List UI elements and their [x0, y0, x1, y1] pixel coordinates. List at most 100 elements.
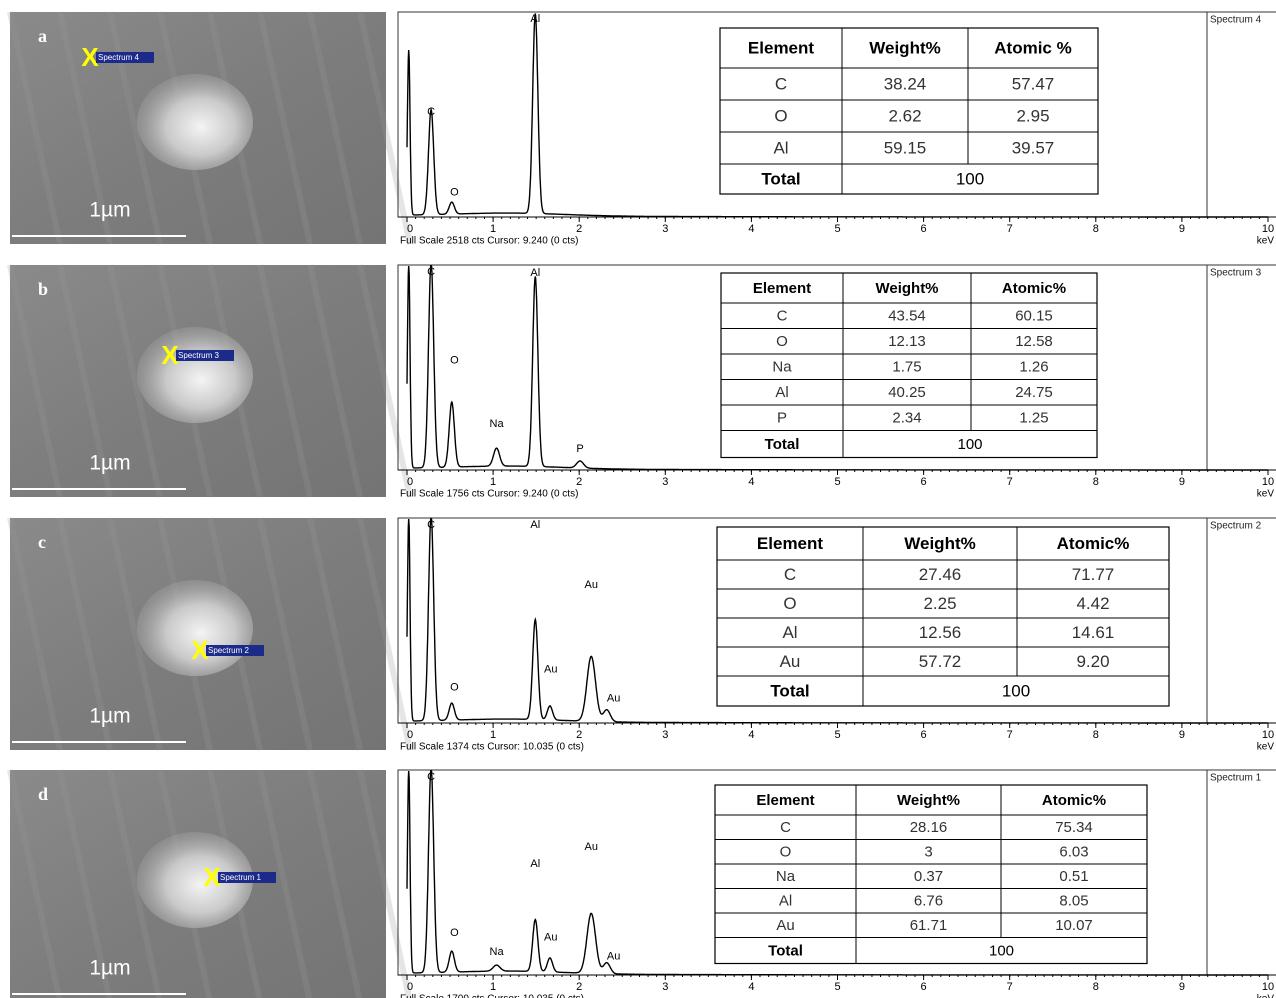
panel-label: a	[38, 26, 47, 46]
x-tick-label: 6	[921, 476, 927, 488]
table-header: Atomic%	[1002, 280, 1066, 297]
table-cell: 1.26	[1019, 359, 1048, 376]
scale-bar-label: 1µm	[89, 705, 130, 728]
panel-label: b	[38, 279, 48, 299]
table-total-label: Total	[770, 681, 809, 700]
table-header: Atomic %	[994, 38, 1071, 57]
table-cell: 57.72	[919, 652, 962, 671]
sem-streak	[107, 264, 163, 498]
x-tick-label: 6	[921, 223, 927, 235]
table-total-value: 100	[1002, 681, 1030, 700]
table-cell: 39.57	[1012, 138, 1055, 157]
table-cell: 75.34	[1055, 819, 1093, 836]
table-cell: 2.62	[888, 106, 921, 125]
sem-streak	[57, 517, 113, 751]
table-cell: 8.05	[1059, 893, 1088, 910]
peak-label: Na	[490, 418, 505, 430]
peak-label: C	[427, 106, 435, 118]
sem-streak	[7, 11, 63, 245]
particle	[137, 74, 253, 170]
sem-streak	[107, 11, 163, 245]
sem-streak	[307, 11, 363, 245]
x-tick-label: 2	[576, 729, 582, 741]
spectrum-title: Spectrum 3	[1210, 268, 1262, 279]
x-tick-label: 2	[576, 476, 582, 488]
table-frame	[716, 526, 1170, 707]
table-cell: 71.77	[1072, 565, 1115, 584]
table-header: Element	[753, 280, 811, 297]
table-cell: 40.25	[888, 384, 926, 401]
marker-box	[218, 872, 276, 883]
peak-label: O	[450, 187, 459, 199]
x-tick-label: 8	[1093, 981, 1099, 993]
peak-label: Al	[530, 13, 540, 25]
particle	[137, 327, 253, 423]
sem-streak	[57, 264, 113, 498]
peak-label: Au	[544, 664, 557, 676]
table-total-label: Total	[761, 169, 800, 188]
table-header: Weight%	[904, 534, 975, 553]
marker-label: Spectrum 4	[98, 53, 139, 62]
sem-streak	[257, 264, 313, 498]
table-cell: 60.15	[1015, 308, 1053, 325]
marker-box	[206, 645, 264, 656]
table-cell: 12.56	[919, 623, 962, 642]
table-total-value: 100	[956, 169, 984, 188]
x-tick-label: 3	[662, 223, 668, 235]
table-cell: Au	[780, 652, 801, 671]
table-cell: 1.75	[892, 359, 921, 376]
spectrum-footer: Full Scale 1700 cts Cursor: 10.035 (0 ct…	[400, 994, 584, 998]
table-cell: Al	[782, 623, 797, 642]
table-header: Element	[756, 792, 814, 809]
x-tick-label: 6	[921, 729, 927, 741]
table-cell: C	[777, 308, 788, 325]
x-tick-label: 8	[1093, 223, 1099, 235]
table-cell: Al	[773, 138, 788, 157]
table-cell: 2.95	[1016, 106, 1049, 125]
x-tick-label: 1	[490, 476, 496, 488]
x-tick-label: 9	[1179, 223, 1185, 235]
table-cell: 38.24	[884, 74, 927, 93]
table-total-label: Total	[768, 942, 803, 959]
sem-streak	[7, 769, 63, 998]
table-header: Element	[757, 534, 823, 553]
table-cell: 2.34	[892, 410, 921, 427]
table-cell: O	[780, 844, 792, 861]
table-cell: 59.15	[884, 138, 927, 157]
x-tick-label: 1	[490, 981, 496, 993]
x-tick-label: 7	[1007, 223, 1013, 235]
sem-streak	[257, 769, 313, 998]
table-cell: P	[777, 410, 787, 427]
x-unit: keV	[1257, 742, 1275, 753]
table-cell: 43.54	[888, 308, 926, 325]
sem-streak	[357, 769, 413, 998]
peak-label: O	[450, 354, 459, 366]
table-cell: 9.20	[1076, 652, 1109, 671]
sem-streak	[307, 769, 363, 998]
x-tick-label: 10	[1262, 729, 1274, 741]
peak-label: O	[450, 927, 459, 939]
table-cell: 27.46	[919, 565, 962, 584]
table-cell: 0.37	[914, 868, 943, 885]
sem-streak	[7, 264, 63, 498]
table-cell: C	[784, 565, 796, 584]
x-tick-label: 0	[407, 981, 413, 993]
marker-x: X	[81, 42, 99, 72]
x-tick-label: 7	[1007, 981, 1013, 993]
particle	[137, 832, 253, 928]
x-tick-label: 5	[834, 476, 840, 488]
spectrum-title: Spectrum 2	[1210, 521, 1262, 532]
table-cell: 24.75	[1015, 384, 1053, 401]
table-cell: Au	[776, 917, 794, 934]
table-cell: Al	[775, 384, 788, 401]
x-tick-label: 1	[490, 223, 496, 235]
x-tick-label: 7	[1007, 729, 1013, 741]
x-tick-label: 7	[1007, 476, 1013, 488]
table-cell: 0.51	[1059, 868, 1088, 885]
peak-label: O	[450, 682, 459, 694]
table-cell: O	[776, 333, 788, 350]
x-tick-label: 2	[576, 981, 582, 993]
x-tick-label: 4	[748, 981, 754, 993]
sem-streak	[107, 517, 163, 751]
x-tick-label: 3	[662, 476, 668, 488]
